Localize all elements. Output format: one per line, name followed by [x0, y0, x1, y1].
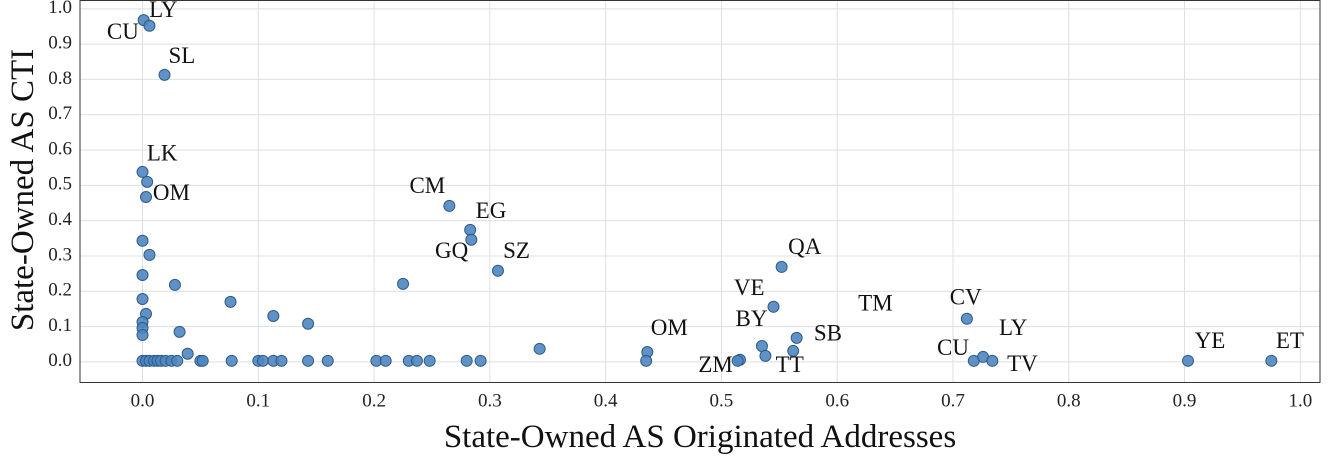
annotation: CU	[107, 19, 139, 44]
y-tick-label: 0.6	[48, 138, 72, 159]
point	[224, 295, 237, 308]
y-axis-title: State-Owned AS CTI	[5, 49, 41, 331]
annotation: VE	[734, 275, 765, 300]
x-tick-label: 0.0	[131, 390, 155, 411]
annotation: ET	[1276, 328, 1304, 353]
y-tick-label: 0.4	[48, 209, 72, 230]
annotation: LK	[147, 140, 178, 165]
point	[465, 233, 478, 246]
point	[775, 260, 788, 273]
x-tick-label: 0.1	[246, 390, 270, 411]
point	[136, 293, 149, 306]
x-tick-label: 0.5	[710, 390, 734, 411]
point	[136, 269, 149, 282]
point	[168, 278, 181, 291]
y-tick-label: 0.9	[48, 32, 72, 53]
annotation: SZ	[503, 238, 530, 263]
annotation: TM	[858, 290, 893, 315]
point	[321, 354, 334, 367]
y-tick-label: 1.0	[48, 0, 72, 18]
annotation: ZM	[698, 352, 733, 377]
point	[1182, 354, 1195, 367]
point	[443, 199, 456, 212]
y-tick-label: 0.7	[48, 103, 72, 124]
point	[474, 354, 487, 367]
x-tick-label: 0.6	[825, 390, 849, 411]
annotation: CM	[409, 173, 445, 198]
annotation: GQ	[435, 238, 469, 263]
point	[139, 191, 152, 204]
point	[173, 325, 186, 338]
point	[767, 300, 780, 313]
point	[136, 234, 149, 247]
point	[731, 354, 744, 367]
annotation: TT	[776, 352, 804, 377]
point	[759, 349, 772, 362]
point	[790, 331, 803, 344]
point	[171, 354, 184, 367]
point	[986, 354, 999, 367]
annotation: QA	[788, 234, 822, 259]
x-tick-label: 0.9	[1173, 390, 1197, 411]
annotation: OM	[153, 180, 190, 205]
annotation: LY	[149, 0, 178, 22]
x-tick-label: 1.0	[1288, 390, 1312, 411]
annotation: BY	[736, 306, 768, 331]
point	[267, 309, 280, 322]
annotation: SB	[814, 320, 842, 345]
x-tick-label: 0.7	[941, 390, 965, 411]
x-tick-label: 0.2	[362, 390, 386, 411]
annotation: LY	[999, 315, 1028, 340]
point	[143, 19, 156, 32]
annotation: TV	[1007, 351, 1038, 376]
point	[423, 354, 436, 367]
point	[181, 347, 194, 360]
y-tick-label: 0.8	[48, 68, 72, 89]
point	[143, 248, 156, 261]
point	[256, 354, 269, 367]
annotation: YE	[1195, 328, 1226, 353]
point	[491, 264, 504, 277]
point	[640, 354, 653, 367]
y-tick-label: 0.1	[48, 315, 72, 336]
point	[1265, 354, 1278, 367]
point	[302, 354, 315, 367]
point	[533, 342, 546, 355]
x-axis-title: State-Owned AS Originated Addresses	[444, 419, 956, 455]
point	[136, 329, 149, 342]
point	[225, 354, 238, 367]
annotation: EG	[476, 198, 507, 223]
annotation: OM	[651, 315, 688, 340]
y-tick-label: 0.0	[48, 350, 72, 371]
point	[379, 354, 392, 367]
annotation: CV	[950, 284, 982, 309]
point	[158, 68, 171, 81]
annotation: SL	[168, 43, 195, 68]
point	[960, 312, 973, 325]
point	[397, 277, 410, 290]
plot-frame	[79, 0, 1321, 383]
y-tick-label: 0.2	[48, 280, 72, 301]
annotation: CU	[937, 335, 969, 360]
x-tick-label: 0.8	[1057, 390, 1081, 411]
point	[464, 223, 477, 236]
point	[141, 175, 154, 188]
point	[460, 354, 473, 367]
y-tick-label: 0.3	[48, 244, 72, 265]
point	[136, 165, 149, 178]
x-tick-label: 0.3	[478, 390, 502, 411]
point	[410, 354, 423, 367]
point	[275, 354, 288, 367]
y-tick-label: 0.5	[48, 174, 72, 195]
point	[755, 339, 768, 352]
point	[302, 317, 315, 330]
point	[787, 344, 800, 357]
point	[196, 354, 209, 367]
x-tick-label: 0.4	[594, 390, 618, 411]
